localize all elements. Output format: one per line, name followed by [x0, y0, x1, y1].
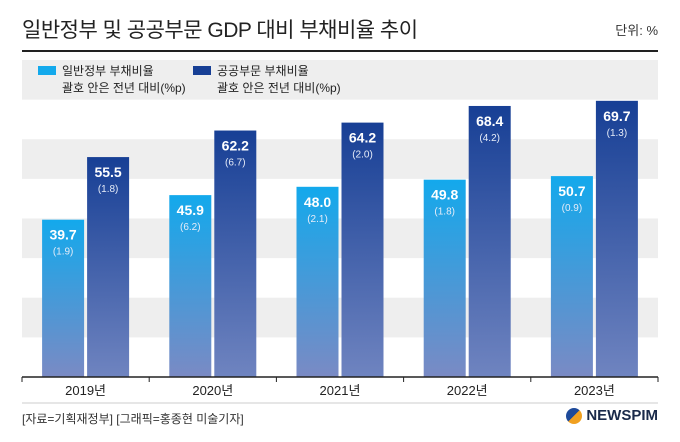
- change-label: (0.9): [562, 203, 583, 214]
- data-label: 50.7: [558, 183, 585, 199]
- bar: [214, 130, 257, 377]
- logo-text: NEWSPIM: [586, 407, 658, 424]
- legend-label: 일반정부 부채비율: [62, 64, 154, 78]
- chart-title: 일반정부 및 공공부문 GDP 대비 부채비율 추이: [22, 19, 418, 42]
- change-label: (2.0): [352, 150, 373, 161]
- data-label: 69.7: [603, 108, 630, 124]
- change-label: (1.8): [434, 207, 455, 218]
- data-label: 39.7: [49, 227, 76, 243]
- legend-label: 공공부문 부채비율: [217, 64, 309, 78]
- bar: [296, 186, 339, 377]
- legend-sublabel: 괄호 안은 전년 대비(%p): [217, 81, 341, 95]
- bar: [595, 100, 638, 377]
- change-label: (4.2): [479, 133, 500, 144]
- data-label: 62.2: [222, 138, 249, 154]
- legend-swatch: [193, 66, 211, 75]
- change-label: (2.1): [307, 214, 328, 225]
- tick-label: 2023년: [574, 383, 615, 398]
- newspim-logo: NEWSPIM: [566, 407, 658, 424]
- change-label: (6.7): [225, 158, 246, 169]
- change-label: (1.9): [53, 247, 74, 258]
- legend-sublabel: 괄호 안은 전년 대비(%p): [62, 81, 186, 95]
- tick-label: 2020년: [192, 383, 233, 398]
- bar: [550, 176, 593, 377]
- change-label: (1.3): [607, 128, 628, 139]
- tick-label: 2019년: [65, 383, 106, 398]
- bar: [87, 157, 130, 377]
- bar: [169, 195, 212, 377]
- bar: [42, 219, 85, 377]
- bar: [341, 122, 384, 377]
- bar: [468, 105, 511, 377]
- data-label: 49.8: [431, 187, 458, 203]
- data-label: 55.5: [94, 164, 121, 180]
- tick-label: 2021년: [320, 383, 361, 398]
- change-label: (1.8): [98, 184, 119, 195]
- bars: 39.7 (1.9) 55.5 (1.8) 45.9 (6.2) 62.2 (6.7) 48.0…: [42, 100, 638, 377]
- tick-label: 2022년: [447, 383, 488, 398]
- logo-icon: [566, 407, 583, 424]
- legend-swatch: [38, 66, 56, 75]
- grid-band: [22, 60, 658, 100]
- x-axis: 2019년 2020년 2021년 2022년 2023년: [21, 376, 659, 404]
- change-label: (6.2): [180, 222, 201, 233]
- unit-label: 단위: %: [615, 23, 658, 38]
- title-divider: [22, 50, 658, 52]
- data-label: 45.9: [177, 202, 204, 218]
- source-credit: [자료=기획재정부] [그래픽=홍종현 미술기자]: [22, 412, 244, 426]
- data-label: 48.0: [304, 194, 331, 210]
- data-label: 68.4: [476, 113, 503, 129]
- data-label: 64.2: [349, 130, 376, 146]
- bar: [423, 179, 466, 377]
